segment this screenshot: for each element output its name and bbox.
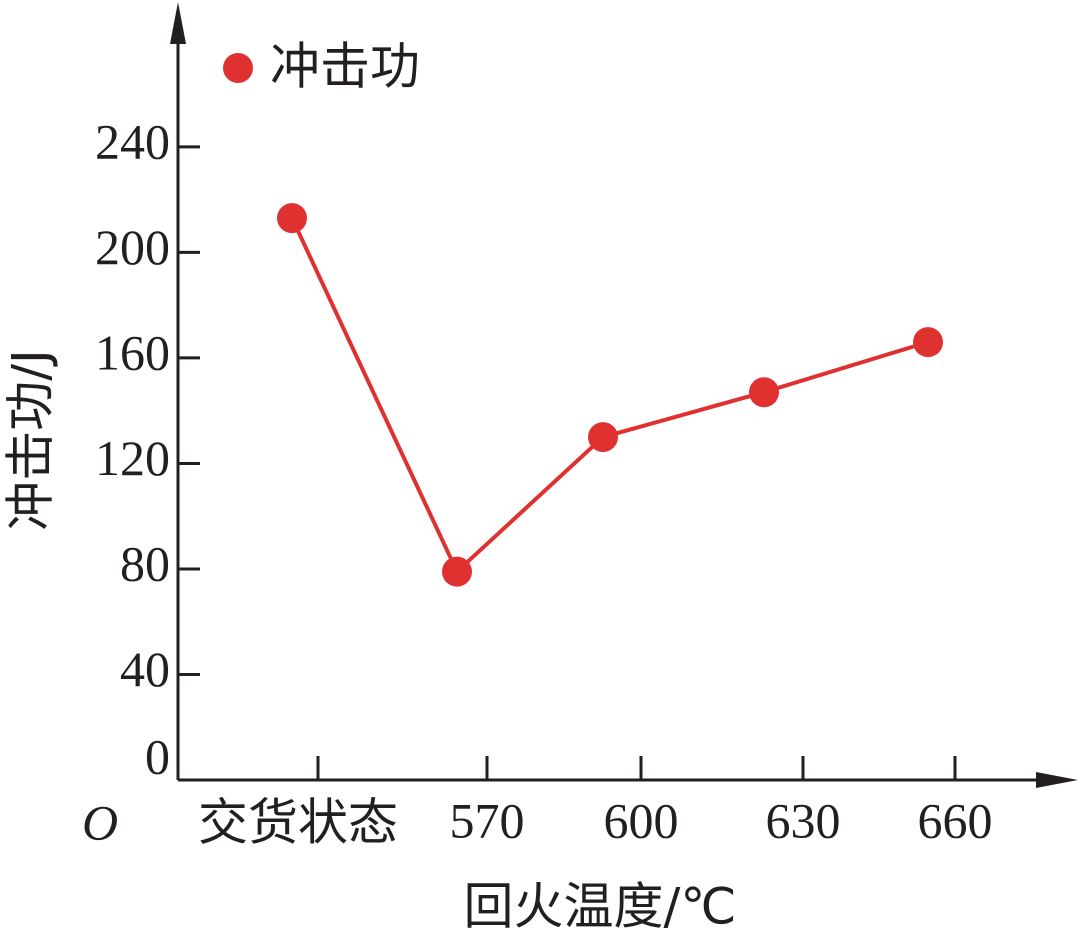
x-tick-label: 570 <box>450 792 525 848</box>
origin-label: O <box>82 794 118 850</box>
x-tick-label: 600 <box>604 792 679 848</box>
y-axis-label: 冲击功/J <box>2 349 60 531</box>
y-axis-arrow <box>170 2 186 44</box>
data-point <box>277 203 307 234</box>
legend-marker <box>223 53 253 83</box>
y-tick-label: 120 <box>95 430 170 486</box>
y-tick-label: 40 <box>120 641 170 697</box>
y-tick-label: 240 <box>95 113 170 169</box>
x-tick-label: 630 <box>766 792 841 848</box>
data-point <box>913 327 943 358</box>
legend-label: 冲击功 <box>270 38 420 96</box>
series-line <box>290 217 929 575</box>
data-point <box>749 377 779 408</box>
data-point <box>588 422 618 453</box>
x-axis-label: 回火温度/℃ <box>464 878 737 936</box>
x-tick-label: 660 <box>918 792 993 848</box>
data-point <box>442 556 472 587</box>
y-tick-label: 200 <box>95 219 170 275</box>
x-tick-label: 交货状态 <box>198 794 398 852</box>
y-tick-label: 80 <box>120 535 170 591</box>
x-axis-arrow <box>1036 772 1078 788</box>
y-tick-label: 0 <box>145 728 170 784</box>
y-tick-label: 160 <box>95 324 170 380</box>
